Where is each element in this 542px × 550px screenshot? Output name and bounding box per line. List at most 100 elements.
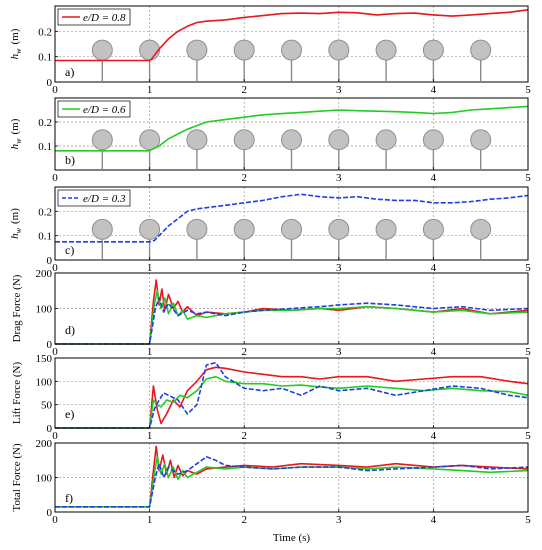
x-tick-label: 2 — [241, 172, 247, 184]
y-tick-label: 0 — [47, 255, 53, 267]
x-tick-label: 1 — [147, 514, 153, 526]
cylinder — [281, 129, 302, 169]
series-line-1 — [55, 445, 529, 508]
y-tick-label: 0.2 — [38, 206, 52, 218]
cylinder — [328, 218, 350, 259]
series-line-2 — [55, 455, 529, 508]
x-tick-label: 1 — [147, 346, 153, 358]
legend-box — [57, 8, 131, 26]
x-tick-label: 5 — [525, 346, 531, 358]
y-axis-label-subscript: w — [14, 227, 23, 233]
cylinder-body — [186, 218, 208, 240]
cylinder — [281, 39, 302, 81]
cylinder-body — [470, 218, 492, 240]
x-tick-label: 0 — [52, 346, 58, 358]
cylinder — [139, 129, 161, 169]
cylinder-body — [422, 39, 444, 61]
y-tick-label: 100 — [36, 304, 53, 316]
cylinder-body — [233, 218, 255, 240]
cylinder — [233, 218, 255, 259]
plot-frame — [54, 5, 529, 83]
y-tick-label: 0 — [47, 77, 53, 89]
cylinder-body — [328, 129, 350, 151]
cylinder-body — [139, 218, 161, 240]
cylinder — [186, 39, 208, 81]
panel-label: c) — [65, 243, 74, 257]
legend-label: e/D = 0.8 — [83, 12, 126, 24]
y-axis-label-subscript: w — [14, 138, 23, 144]
x-tick-label: 2 — [241, 84, 247, 96]
cylinder-body — [233, 39, 255, 61]
x-tick-label: 3 — [336, 514, 342, 526]
panel-4: 0 1 2 3 4 5 0 100 200 Drag Force (N) d) — [11, 268, 531, 358]
x-tick-label: 2 — [241, 430, 247, 442]
cylinder-body — [233, 129, 255, 151]
legend: e/D = 0.6 — [57, 100, 131, 118]
cylinder-body — [328, 218, 350, 240]
cylinder — [233, 39, 255, 81]
cylinder-body — [281, 218, 302, 240]
cylinder — [422, 218, 444, 259]
cylinder-body — [91, 129, 113, 151]
x-tick-label: 0 — [52, 262, 58, 274]
series-line-3 — [55, 297, 529, 345]
panel-1: 0 1 2 3 4 5 0 0.1 0.2 hw (m) a) e/D = 0.8 — [9, 5, 531, 96]
y-axis-label: hw (m) — [9, 28, 23, 59]
y-tick-label: 100 — [36, 376, 53, 388]
y-tick-label: 0.2 — [38, 117, 52, 129]
cylinder-body — [91, 39, 113, 61]
cylinder — [233, 129, 255, 169]
y-tick-label: 0.2 — [38, 26, 52, 38]
legend-label: e/D = 0.3 — [83, 193, 126, 205]
y-tick-label: 50 — [41, 400, 53, 412]
y-tick-label: 0 — [47, 423, 53, 435]
y-tick-label: 0.1 — [38, 52, 52, 64]
y-axis-label-unit: (m) — [9, 208, 21, 224]
cylinder-body — [186, 39, 208, 61]
y-axis-label-symbol: h — [9, 143, 21, 149]
y-tick-label: 200 — [36, 268, 53, 280]
cylinder — [375, 39, 397, 81]
y-tick-label: 0 — [47, 339, 53, 351]
legend: e/D = 0.3 — [57, 189, 131, 207]
legend-label: e/D = 0.6 — [83, 104, 126, 116]
series-line-2 — [55, 289, 529, 345]
series-line-1 — [55, 366, 529, 429]
cylinder — [328, 129, 350, 169]
cylinder-body — [375, 218, 397, 240]
cylinder — [470, 39, 492, 81]
y-axis-label: hw (m) — [9, 208, 23, 239]
y-tick-label: 0.1 — [38, 141, 52, 153]
y-tick-label: 200 — [36, 438, 53, 450]
cylinder — [470, 129, 492, 169]
cylinder-body — [375, 39, 397, 61]
y-axis-label: Lift Force (N) — [11, 362, 23, 425]
cylinder — [91, 39, 113, 81]
y-axis-label: Drag Force (N) — [11, 274, 23, 342]
legend: e/D = 0.8 — [57, 8, 131, 26]
cylinder-body — [91, 218, 113, 240]
cylinder-body — [422, 218, 444, 240]
x-tick-label: 4 — [431, 262, 437, 274]
y-tick-label: 100 — [36, 473, 53, 485]
series-line-1 — [55, 105, 529, 152]
x-tick-label: 2 — [241, 262, 247, 274]
y-axis-label-unit: (m) — [9, 28, 21, 44]
cylinder-body — [328, 39, 350, 61]
y-axis-label-symbol: h — [9, 53, 21, 59]
x-tick-label: 4 — [431, 346, 437, 358]
x-tick-label: 5 — [525, 514, 531, 526]
cylinder-body — [281, 39, 302, 61]
x-tick-label: 0 — [52, 514, 58, 526]
panel-6: 0 1 2 3 4 5 0 100 200 Total Force (N) f) Time (s) — [11, 438, 531, 544]
x-tick-label: 0 — [52, 430, 58, 442]
y-axis-label: Total Force (N) — [11, 443, 23, 512]
series-line-3 — [55, 361, 529, 429]
x-tick-label: 3 — [336, 84, 342, 96]
y-axis-label-subscript: w — [14, 48, 23, 54]
series-line-2 — [55, 375, 529, 429]
cylinder — [186, 218, 208, 259]
x-tick-label: 1 — [147, 262, 153, 274]
x-tick-label: 4 — [431, 514, 437, 526]
